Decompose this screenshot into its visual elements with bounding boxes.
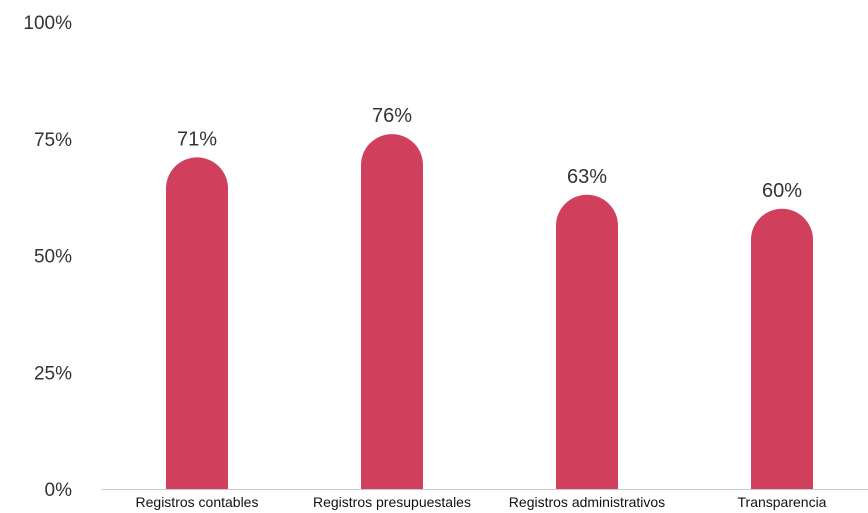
bar [556, 194, 618, 489]
x-tick-label: Registros contables [136, 494, 259, 510]
y-tick-label: 25% [34, 363, 72, 384]
y-tick-label: 50% [34, 247, 72, 268]
x-axis: Registros contables Registros presupuesta… [102, 489, 868, 510]
bar-value-label: 71% [177, 128, 217, 150]
bar-value-label: 60% [762, 180, 802, 202]
bars [166, 134, 813, 489]
bar [361, 134, 423, 489]
bar-value-label: 63% [567, 166, 607, 188]
bar [751, 208, 813, 489]
y-tick-label: 0% [45, 480, 73, 501]
bar [166, 157, 228, 489]
x-tick-label: Transparencia [738, 494, 827, 510]
y-tick-label: 100% [23, 13, 72, 34]
x-tick-label: Registros presupuestales [313, 494, 471, 510]
x-tick-label: Registros administrativos [509, 494, 665, 510]
bar-value-label: 76% [372, 105, 412, 127]
y-tick-label: 75% [34, 130, 72, 151]
value-labels: 71% 76% 63% 60% [177, 105, 802, 202]
y-axis: 0% 25% 50% 75% 100% [23, 13, 72, 501]
